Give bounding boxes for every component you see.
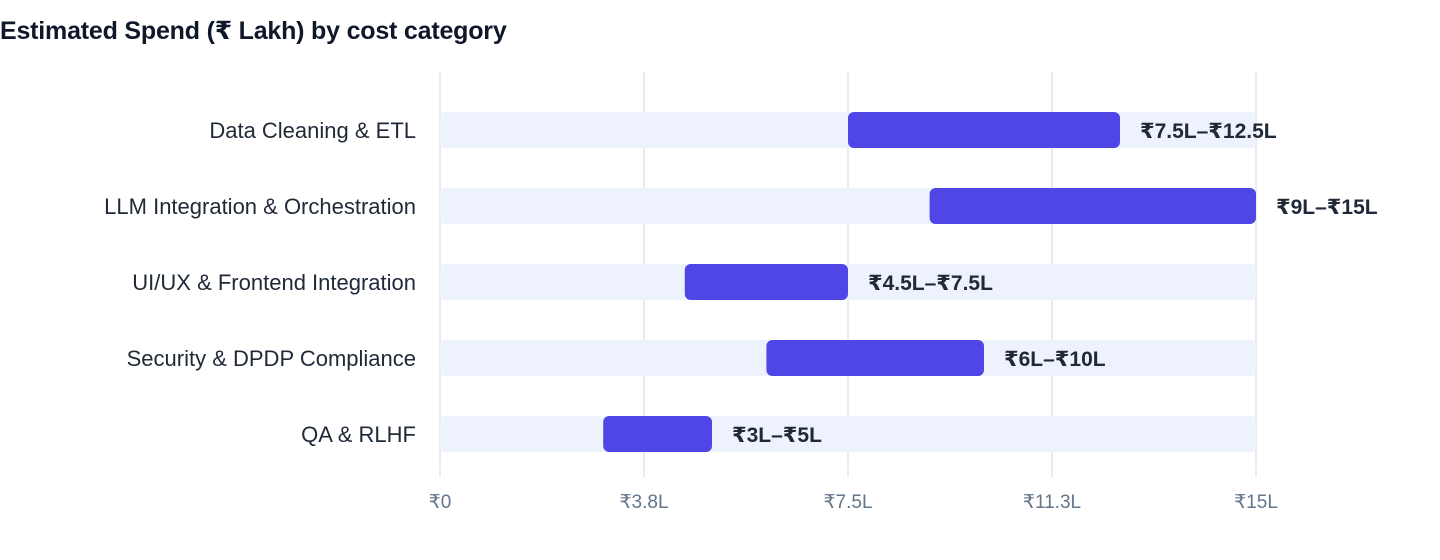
- category-label: UI/UX & Frontend Integration: [132, 270, 416, 295]
- category-label: QA & RLHF: [301, 422, 416, 447]
- value-labels: ₹7.5L–₹12.5L ₹9L–₹15L ₹4.5L–₹7.5L ₹6L–₹10L ₹…: [732, 120, 1378, 447]
- range-bar[interactable]: [848, 112, 1120, 148]
- range-bar[interactable]: [684, 264, 848, 300]
- category-label: Data Cleaning & ETL: [209, 118, 416, 143]
- range-value-label: ₹3L–₹5L: [732, 424, 822, 447]
- range-bar[interactable]: [929, 188, 1256, 224]
- x-tick-label: ₹3.8L: [619, 492, 668, 513]
- range-value-label: ₹6L–₹10L: [1004, 348, 1106, 371]
- range-value-label: ₹9L–₹15L: [1276, 196, 1378, 219]
- x-tick-label: ₹15L: [1234, 492, 1278, 513]
- x-tick-label: ₹11.3L: [1023, 492, 1081, 513]
- range-bars: [603, 112, 1256, 452]
- category-label: LLM Integration & Orchestration: [104, 194, 416, 219]
- range-bar[interactable]: [603, 416, 712, 452]
- x-tick-label: ₹0: [429, 492, 452, 513]
- range-value-label: ₹7.5L–₹12.5L: [1140, 120, 1277, 143]
- x-tick-label: ₹7.5L: [823, 492, 872, 513]
- category-labels: Data Cleaning & ETL LLM Integration & Orc…: [104, 118, 416, 447]
- x-axis-ticks: ₹0 ₹3.8L ₹7.5L ₹11.3L ₹15L: [429, 492, 1278, 513]
- range-value-label: ₹4.5L–₹7.5L: [868, 272, 993, 295]
- bar-track: [440, 416, 1256, 452]
- category-label: Security & DPDP Compliance: [127, 346, 416, 371]
- chart-title: Estimated Spend (₹ Lakh) by cost categor…: [0, 17, 507, 45]
- range-bar[interactable]: [766, 340, 984, 376]
